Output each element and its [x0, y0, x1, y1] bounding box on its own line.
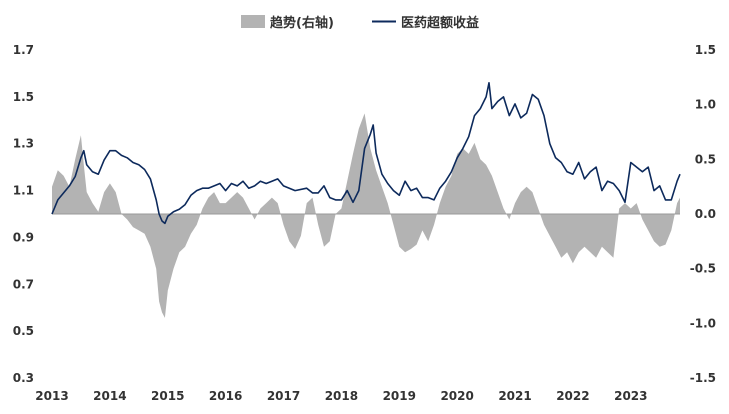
legend: 趋势(右轴) 医药超额收益	[241, 15, 479, 31]
x-tick-label: 2022	[556, 389, 589, 403]
x-tick-label: 2023	[614, 389, 647, 403]
left-tick-label: 0.7	[13, 277, 34, 291]
x-tick-label: 2016	[209, 389, 242, 403]
left-tick-label: 1.7	[13, 43, 34, 57]
x-tick-label: 2018	[325, 389, 358, 403]
left-axis-ticks: 0.3 0.5 0.7 0.9 1.1 1.3 1.5 1.7	[13, 43, 34, 385]
right-tick-label: -1.0	[690, 316, 716, 330]
right-tick-label: -0.5	[690, 262, 716, 276]
left-tick-label: 0.9	[13, 230, 34, 244]
x-tick-label: 2014	[93, 389, 126, 403]
right-tick-label: -1.5	[690, 371, 716, 385]
left-tick-label: 0.3	[13, 371, 34, 385]
right-tick-label: 1.0	[695, 98, 716, 112]
x-tick-label: 2015	[151, 389, 184, 403]
legend-label-line: 医药超额收益	[401, 15, 479, 31]
x-tick-label: 2017	[267, 389, 300, 403]
x-axis-ticks: 2013 2014 2015 2016 2017 2018 2019 2020 2021 2022…	[35, 389, 647, 403]
right-tick-label: 0.0	[695, 207, 716, 221]
right-tick-label: 1.5	[695, 43, 716, 57]
x-tick-label: 2013	[35, 389, 68, 403]
left-tick-label: 1.5	[13, 90, 34, 104]
right-tick-label: 0.5	[695, 152, 716, 166]
left-tick-label: 0.5	[13, 324, 34, 338]
right-axis-ticks: -1.5 -1.0 -0.5 0.0 0.5 1.0 1.5	[690, 43, 716, 385]
x-tick-label: 2019	[383, 389, 416, 403]
x-tick-label: 2021	[498, 389, 531, 403]
legend-label-area: 趋势(右轴)	[270, 15, 334, 31]
left-tick-label: 1.3	[13, 137, 34, 151]
left-tick-label: 1.1	[13, 184, 34, 198]
legend-swatch-area	[241, 15, 265, 28]
x-tick-label: 2020	[440, 389, 473, 403]
